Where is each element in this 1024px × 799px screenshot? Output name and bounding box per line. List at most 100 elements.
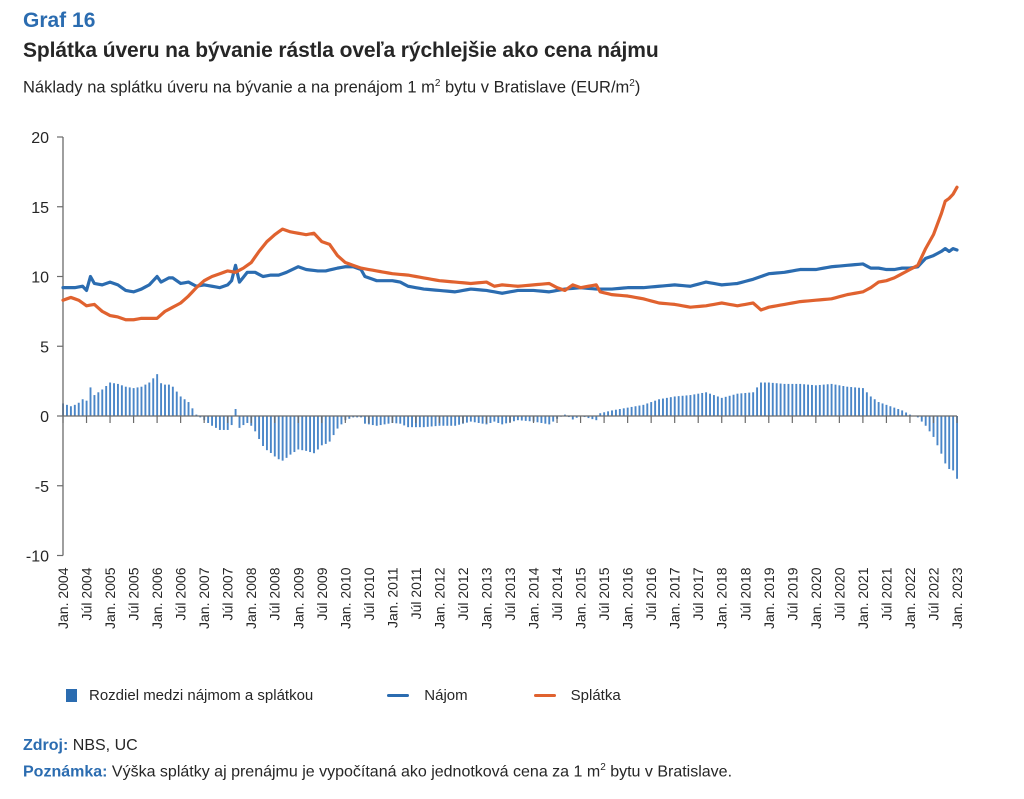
x-tick-label: Júl 2012 bbox=[455, 567, 471, 620]
diff-bar bbox=[724, 396, 727, 416]
diff-bar bbox=[865, 392, 868, 416]
diff-bar bbox=[360, 416, 362, 418]
diff-bar bbox=[450, 416, 453, 426]
x-tick-label: Jan. 2004 bbox=[55, 567, 71, 629]
x-tick-label: Júl 2008 bbox=[267, 567, 283, 620]
figure-number: Graf 16 bbox=[23, 9, 96, 32]
diff-bar bbox=[869, 396, 872, 416]
diff-bar bbox=[748, 392, 751, 416]
diff-bar bbox=[846, 386, 849, 416]
diff-bar bbox=[677, 396, 680, 416]
diff-bar bbox=[756, 387, 759, 416]
legend-swatch-splatka bbox=[533, 694, 556, 697]
x-tick-label: Jan. 2008 bbox=[243, 567, 259, 629]
diff-bar bbox=[811, 384, 813, 416]
diff-bar bbox=[716, 396, 719, 416]
diff-bar bbox=[587, 416, 590, 419]
legend-label-najom: Nájom bbox=[424, 687, 468, 704]
diff-bar bbox=[281, 416, 284, 461]
diff-bar bbox=[301, 416, 304, 451]
diff-bar bbox=[336, 416, 339, 429]
x-tick-label: Júl 2018 bbox=[737, 567, 753, 620]
diff-bar bbox=[148, 382, 151, 416]
diff-bar bbox=[175, 391, 178, 416]
y-tick-label: 5 bbox=[40, 339, 49, 356]
diff-bar bbox=[909, 414, 911, 416]
diff-bar bbox=[614, 409, 617, 416]
diff-bar bbox=[395, 416, 398, 424]
diff-bar bbox=[626, 407, 629, 416]
diff-bar bbox=[681, 395, 684, 416]
diff-bar bbox=[736, 393, 739, 416]
diff-bar bbox=[187, 402, 190, 416]
subtitle-superscript-1: 2 bbox=[434, 78, 441, 89]
diff-bar bbox=[709, 393, 711, 416]
diff-bar bbox=[426, 416, 429, 427]
diff-bar bbox=[516, 416, 519, 421]
diff-bar bbox=[611, 410, 613, 416]
series-lines bbox=[61, 185, 959, 322]
diff-bar bbox=[712, 395, 715, 416]
diff-bar bbox=[324, 416, 327, 444]
diff-bar bbox=[469, 416, 472, 422]
diff-bar bbox=[889, 406, 892, 416]
diff-bars bbox=[62, 374, 958, 479]
diff-bar bbox=[893, 407, 896, 416]
diff-bar bbox=[144, 384, 147, 416]
diff-bar bbox=[783, 383, 786, 416]
note-text-2: bytu v Bratislave. bbox=[605, 763, 733, 781]
diff-bar bbox=[265, 416, 268, 451]
diff-bar bbox=[877, 402, 880, 416]
diff-bar bbox=[105, 386, 108, 416]
diff-bar bbox=[842, 386, 845, 416]
diff-bar bbox=[403, 416, 406, 426]
chart-title: Splátka úveru na bývanie rástla oveľa rý… bbox=[23, 39, 659, 62]
diff-bar bbox=[775, 383, 778, 416]
source-text: NBS, UC bbox=[68, 737, 138, 754]
diff-bar bbox=[73, 404, 76, 416]
chart-subtitle: Náklady na splátku úveru na bývanie a na… bbox=[23, 78, 640, 98]
diff-bar bbox=[822, 384, 825, 416]
diff-bar bbox=[493, 416, 496, 422]
diff-bar bbox=[101, 389, 104, 417]
diff-bar bbox=[238, 416, 241, 428]
legend-swatch-diff bbox=[66, 689, 77, 702]
note-label: Poznámka: bbox=[23, 763, 108, 781]
diff-bar bbox=[418, 416, 421, 428]
diff-bar bbox=[442, 416, 445, 426]
diff-bar bbox=[787, 383, 790, 416]
diff-bar bbox=[364, 416, 366, 424]
diff-bar bbox=[669, 397, 672, 416]
note-superscript: 2 bbox=[600, 762, 606, 773]
diff-bar bbox=[289, 416, 292, 455]
diff-bar bbox=[379, 416, 382, 426]
diff-bar bbox=[171, 386, 174, 416]
diff-bar bbox=[89, 387, 92, 416]
diff-bar bbox=[536, 416, 539, 423]
diff-bar bbox=[97, 392, 100, 416]
diff-bar bbox=[544, 416, 547, 424]
x-tick-label: Jan. 2009 bbox=[290, 567, 306, 629]
legend-label-diff: Rozdiel medzi nájmom a splátkou bbox=[89, 687, 314, 704]
diff-bar bbox=[434, 416, 437, 427]
diff-bar bbox=[881, 403, 884, 416]
diff-bar bbox=[701, 392, 704, 416]
diff-bar bbox=[948, 416, 951, 470]
diff-bar bbox=[638, 405, 641, 416]
diff-bar bbox=[489, 416, 492, 423]
subtitle-superscript-2: 2 bbox=[629, 78, 635, 89]
diff-bar bbox=[854, 387, 857, 416]
diff-bar bbox=[513, 416, 515, 422]
x-tick-label: Jan. 2016 bbox=[620, 567, 636, 629]
diff-bar bbox=[665, 397, 668, 417]
diff-bar bbox=[928, 416, 931, 432]
diff-bar bbox=[634, 406, 637, 416]
diff-bar bbox=[156, 374, 159, 416]
diff-bar bbox=[932, 416, 935, 437]
x-tick-label: Júl 2014 bbox=[549, 567, 565, 620]
diff-bar bbox=[685, 395, 688, 416]
diff-bar bbox=[693, 394, 696, 416]
diff-bar bbox=[689, 395, 692, 416]
x-tick-label: Jan. 2019 bbox=[761, 567, 777, 629]
diff-bar bbox=[791, 383, 794, 416]
